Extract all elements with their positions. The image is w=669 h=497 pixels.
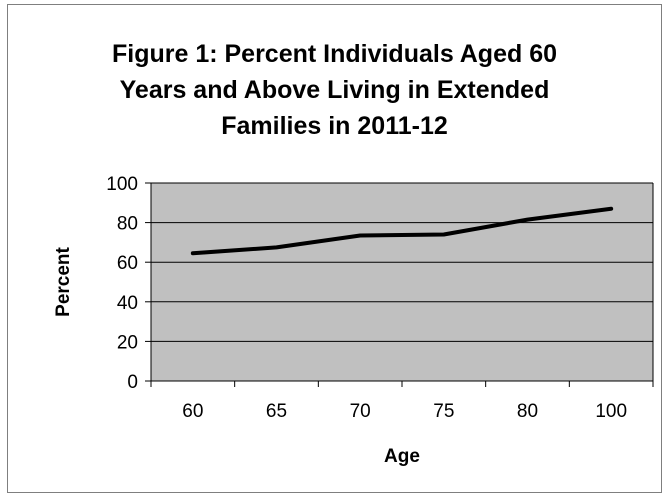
chart-title-line-2: Years and Above Living in Extended: [119, 76, 550, 104]
data-point-0-5: [610, 208, 612, 210]
data-point-0-3: [443, 233, 445, 235]
x-tick-label-1: 65: [266, 401, 287, 422]
data-point-0-0: [192, 252, 194, 254]
y-axis-ticks: 0 20 40 60 80 100: [106, 174, 151, 393]
y-axis-label: Percent: [53, 246, 74, 316]
y-tick-label-1: 20: [117, 332, 138, 353]
x-axis-label: Age: [384, 446, 420, 467]
x-axis-ticks: 60 65 70 75 80 100: [150, 381, 654, 422]
y-tick-label-2: 40: [117, 293, 138, 314]
y-tick-label-5: 100: [106, 174, 138, 195]
x-tick-label-5: 100: [595, 401, 627, 422]
chart-title-line-1: Figure 1: Percent Individuals Aged 60: [111, 40, 558, 68]
series-line-0: [190, 206, 614, 256]
data-point-0-2: [359, 234, 361, 236]
x-tick-label-2: 70: [350, 401, 371, 422]
chart-title-line-3: Families in 2011-12: [221, 112, 448, 140]
data-point-0-1: [276, 246, 277, 248]
x-tick-label-3: 75: [433, 401, 454, 422]
x-tick-label-0: 60: [182, 401, 203, 422]
data-point-0-4: [527, 219, 528, 221]
chart-title: Figure 1: Percent Individuals Aged 60 Ye…: [0, 36, 669, 144]
y-tick-label-0: 0: [127, 372, 138, 393]
series-group: [190, 206, 614, 256]
x-tick-label-4: 80: [517, 401, 538, 422]
y-tick-label-4: 80: [117, 214, 138, 235]
y-tick-label-3: 60: [117, 253, 138, 274]
